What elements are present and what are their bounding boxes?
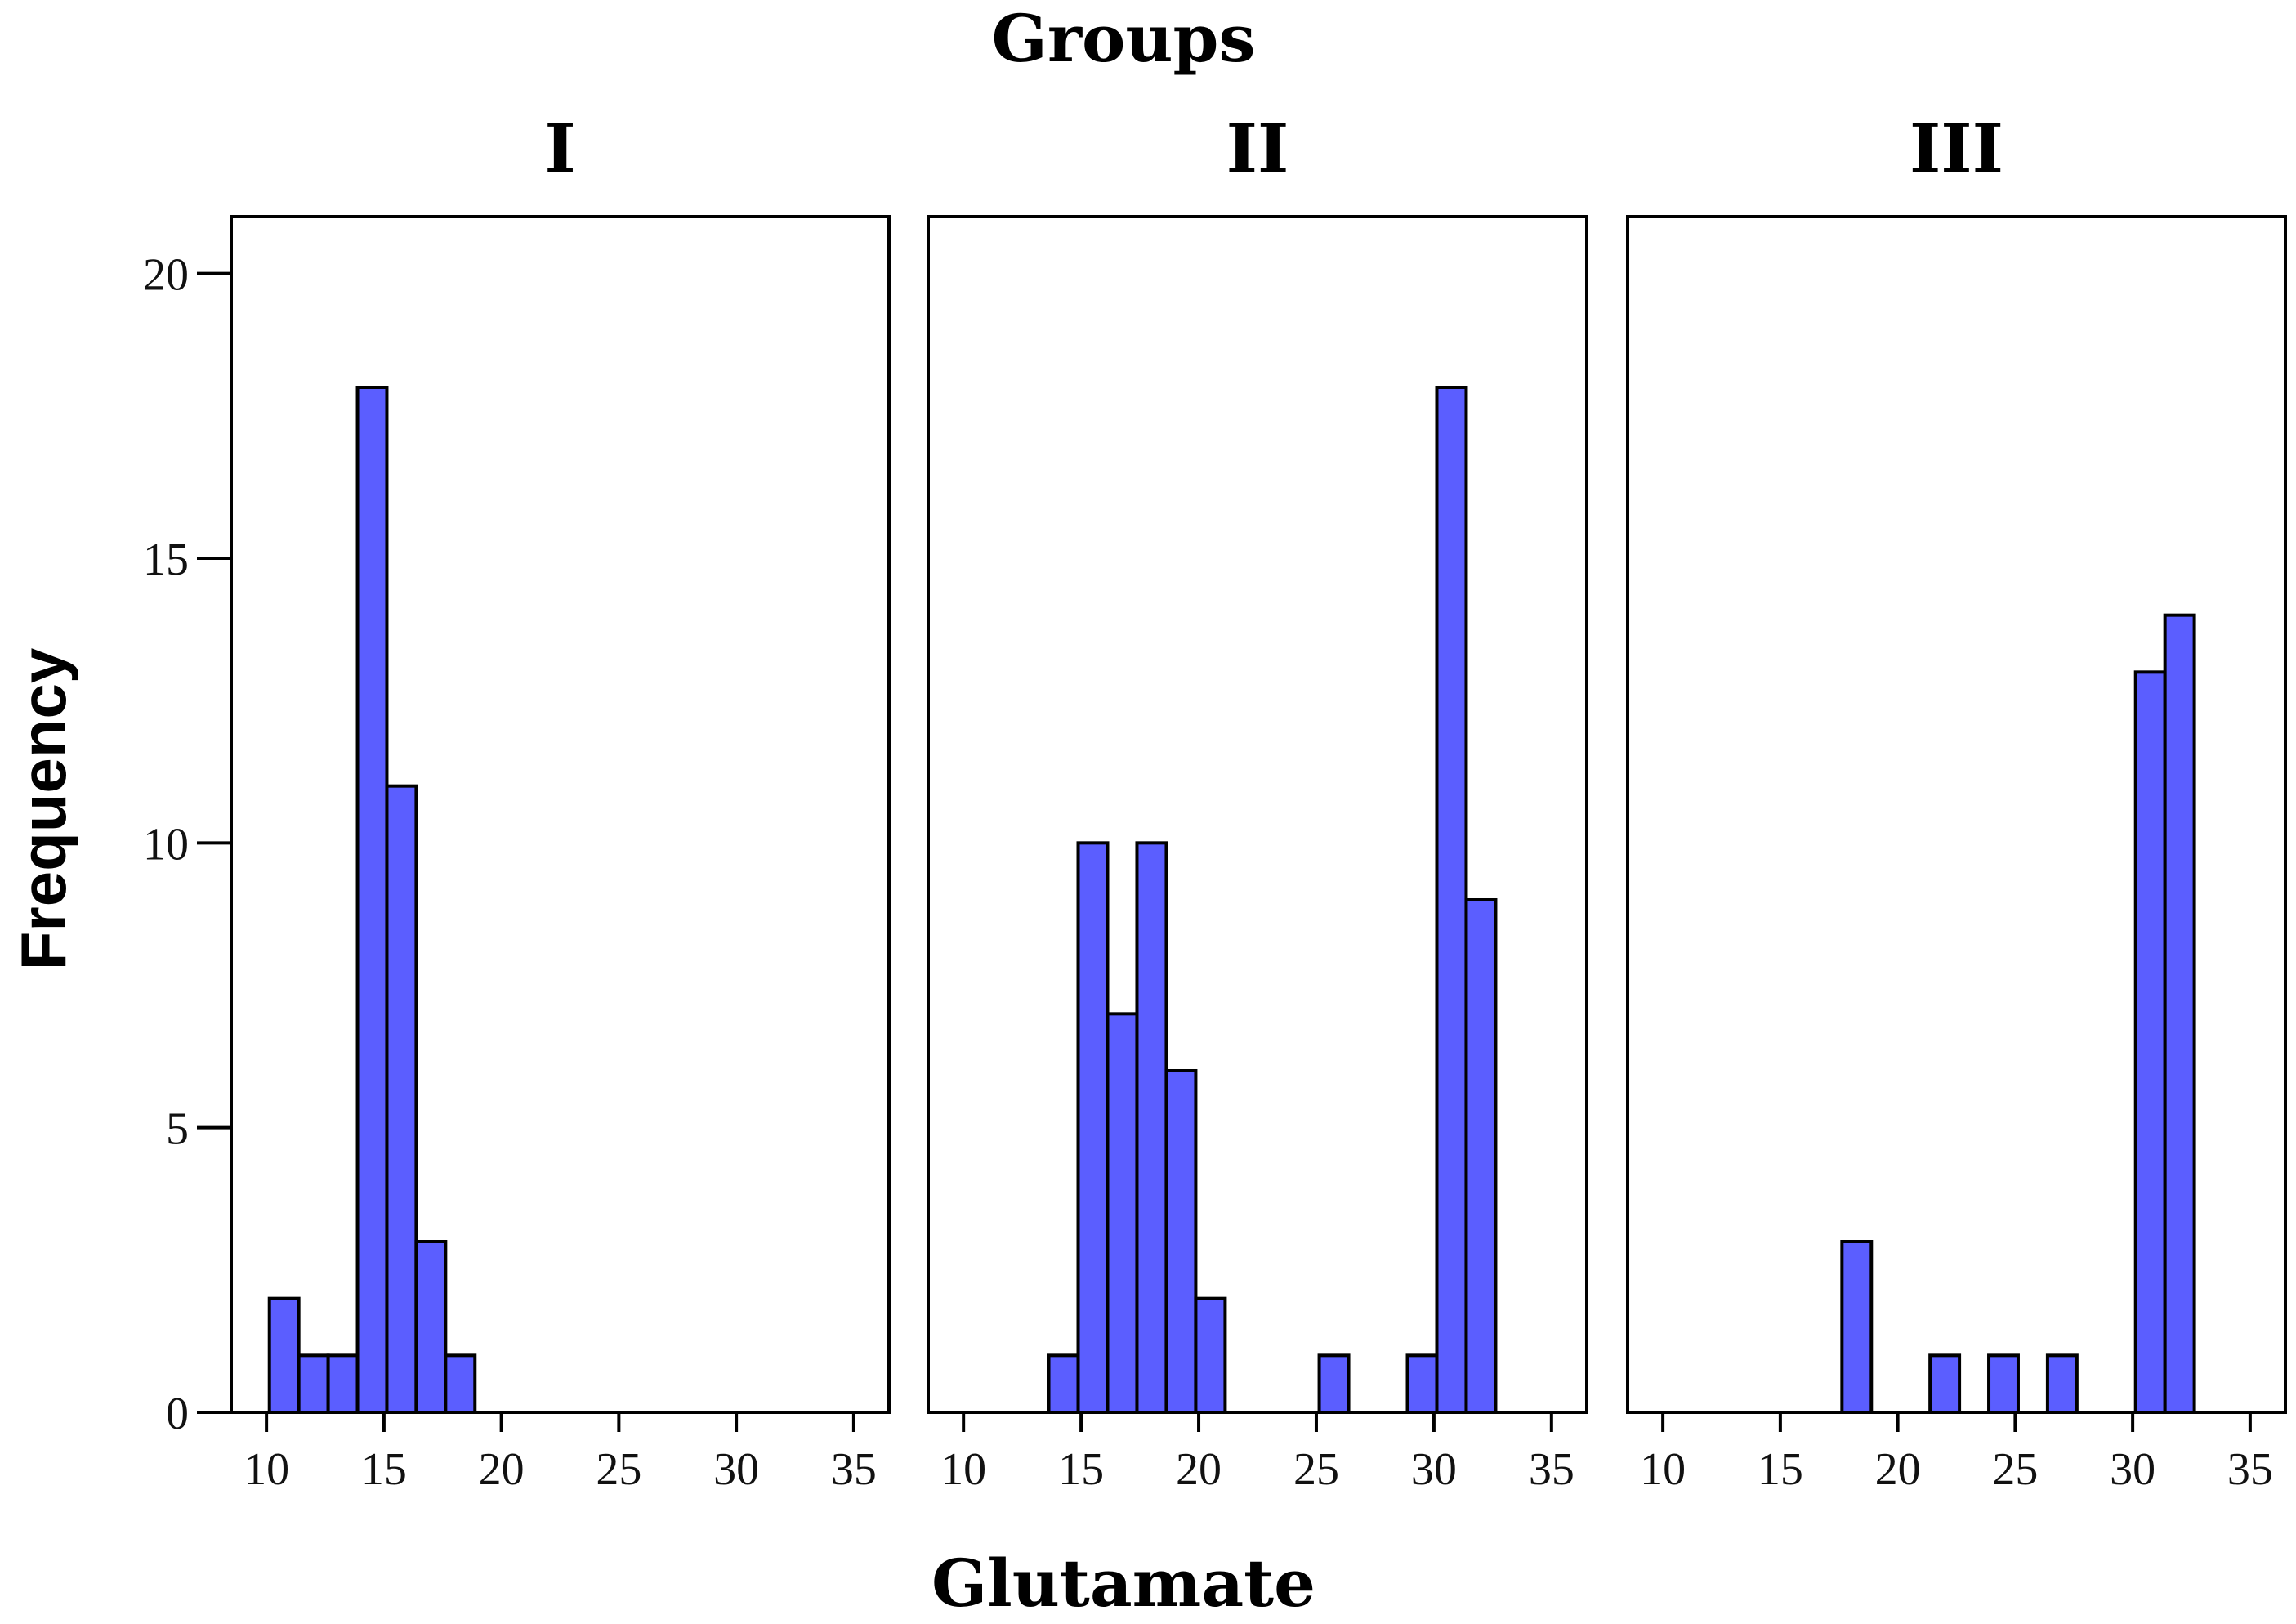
histogram-bar (297, 1353, 330, 1415)
y-axis-label: Frequency (7, 648, 79, 970)
histogram-bar (355, 386, 389, 1414)
histogram-bar (2133, 670, 2167, 1414)
histogram-bar (1106, 1012, 1139, 1415)
y-tick-label: 10 (143, 819, 189, 870)
x-axis-label: Glutamate (931, 1545, 1316, 1622)
x-tick-label: 20 (479, 1444, 525, 1495)
y-tick-label: 20 (143, 250, 189, 301)
histogram-bar (1464, 898, 1498, 1414)
panel-ii: II 10 15 20 25 30 35 (927, 110, 1588, 1495)
y-tick-label: 15 (143, 535, 189, 585)
x-tick-label: 35 (1529, 1444, 1575, 1495)
panel-title: I (544, 110, 575, 188)
histogram-bar (1047, 1353, 1080, 1415)
panel-i: I 10 15 20 25 30 35 (230, 110, 891, 1495)
x-tick-label: 35 (2227, 1444, 2273, 1495)
histogram-bar (1928, 1353, 1962, 1415)
histogram-bar (385, 784, 418, 1414)
histogram-bar (326, 1353, 360, 1415)
x-tick-label: 20 (1875, 1444, 1921, 1495)
x-tick-label: 30 (2110, 1444, 2155, 1495)
x-tick-label: 35 (831, 1444, 877, 1495)
x-tick-label: 30 (1411, 1444, 1457, 1495)
x-tick-label: 20 (1176, 1444, 1222, 1495)
histogram-bar (414, 1240, 448, 1414)
histogram-bar (1987, 1353, 2020, 1415)
panel-iii: III 10 15 20 25 30 35 (1626, 110, 2287, 1495)
x-tick-label: 15 (361, 1444, 407, 1495)
y-tick-label: 0 (166, 1389, 189, 1439)
x-tick-label: 25 (1293, 1444, 1339, 1495)
x-tick-label: 10 (940, 1444, 986, 1495)
chart-title: Groups (992, 0, 1256, 77)
panel-title: II (1226, 110, 1289, 188)
histogram-bar (1317, 1353, 1351, 1415)
panel-frame (927, 215, 1588, 1414)
panel-title: III (1910, 110, 2003, 188)
y-tick-label: 5 (166, 1104, 189, 1155)
x-tick-label: 25 (1992, 1444, 2038, 1495)
histogram-bar (267, 1296, 301, 1414)
histogram-bar (1076, 841, 1110, 1415)
histogram-bar (1194, 1296, 1227, 1414)
histogram-bar (2045, 1353, 2079, 1415)
panel-frame (230, 215, 891, 1414)
histogram-bar (1405, 1353, 1439, 1415)
x-tick-label: 25 (596, 1444, 641, 1495)
histogram-bar (1135, 841, 1168, 1415)
x-tick-label: 15 (1758, 1444, 1803, 1495)
panels-group: I 10 15 20 25 30 35 II 10 15 20 25 30 35 III 10 15 20 25 30… (143, 110, 2287, 1495)
panel-frame (1626, 215, 2287, 1414)
x-tick-label: 10 (243, 1444, 289, 1495)
histogram-bar (444, 1353, 477, 1415)
histogram-bar (1840, 1240, 1874, 1414)
histogram-bar (1435, 386, 1468, 1414)
histogram-bar (2163, 613, 2196, 1414)
x-tick-label: 10 (1640, 1444, 1686, 1495)
x-tick-label: 30 (713, 1444, 759, 1495)
x-tick-label: 15 (1058, 1444, 1104, 1495)
histogram-bar (1164, 1069, 1198, 1414)
